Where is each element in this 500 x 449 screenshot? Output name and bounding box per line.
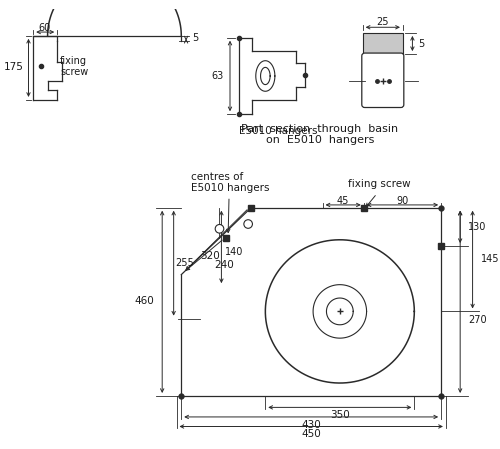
Bar bbox=[363, 33, 403, 54]
Text: E5010 hangers: E5010 hangers bbox=[238, 126, 317, 136]
Text: 140: 140 bbox=[224, 247, 243, 257]
Text: 90: 90 bbox=[396, 196, 408, 206]
Text: 450: 450 bbox=[302, 429, 321, 439]
FancyBboxPatch shape bbox=[362, 53, 404, 107]
Text: 5: 5 bbox=[418, 39, 424, 48]
Circle shape bbox=[244, 220, 252, 228]
Text: 255: 255 bbox=[176, 258, 195, 268]
Text: fixing screw: fixing screw bbox=[348, 179, 411, 189]
Text: 45: 45 bbox=[337, 196, 349, 206]
Text: 240: 240 bbox=[214, 260, 234, 270]
Text: Part  section  through  basin
on  E5010  hangers: Part section through basin on E5010 hang… bbox=[241, 124, 398, 145]
Text: 430: 430 bbox=[302, 419, 321, 430]
Text: 175: 175 bbox=[4, 62, 24, 72]
Text: 5: 5 bbox=[192, 33, 198, 43]
Circle shape bbox=[215, 224, 224, 233]
Text: 270: 270 bbox=[468, 316, 486, 326]
Text: 145: 145 bbox=[481, 254, 500, 264]
Text: 60: 60 bbox=[38, 23, 51, 33]
Text: fixing
screw: fixing screw bbox=[60, 56, 88, 77]
Text: 350: 350 bbox=[330, 410, 349, 420]
Text: centres of
E5010 hangers: centres of E5010 hangers bbox=[191, 172, 270, 194]
Text: 320: 320 bbox=[200, 251, 220, 260]
Text: 460: 460 bbox=[135, 296, 154, 306]
Text: 130: 130 bbox=[468, 222, 486, 232]
Text: 25: 25 bbox=[376, 17, 389, 26]
Text: 63: 63 bbox=[211, 71, 224, 81]
